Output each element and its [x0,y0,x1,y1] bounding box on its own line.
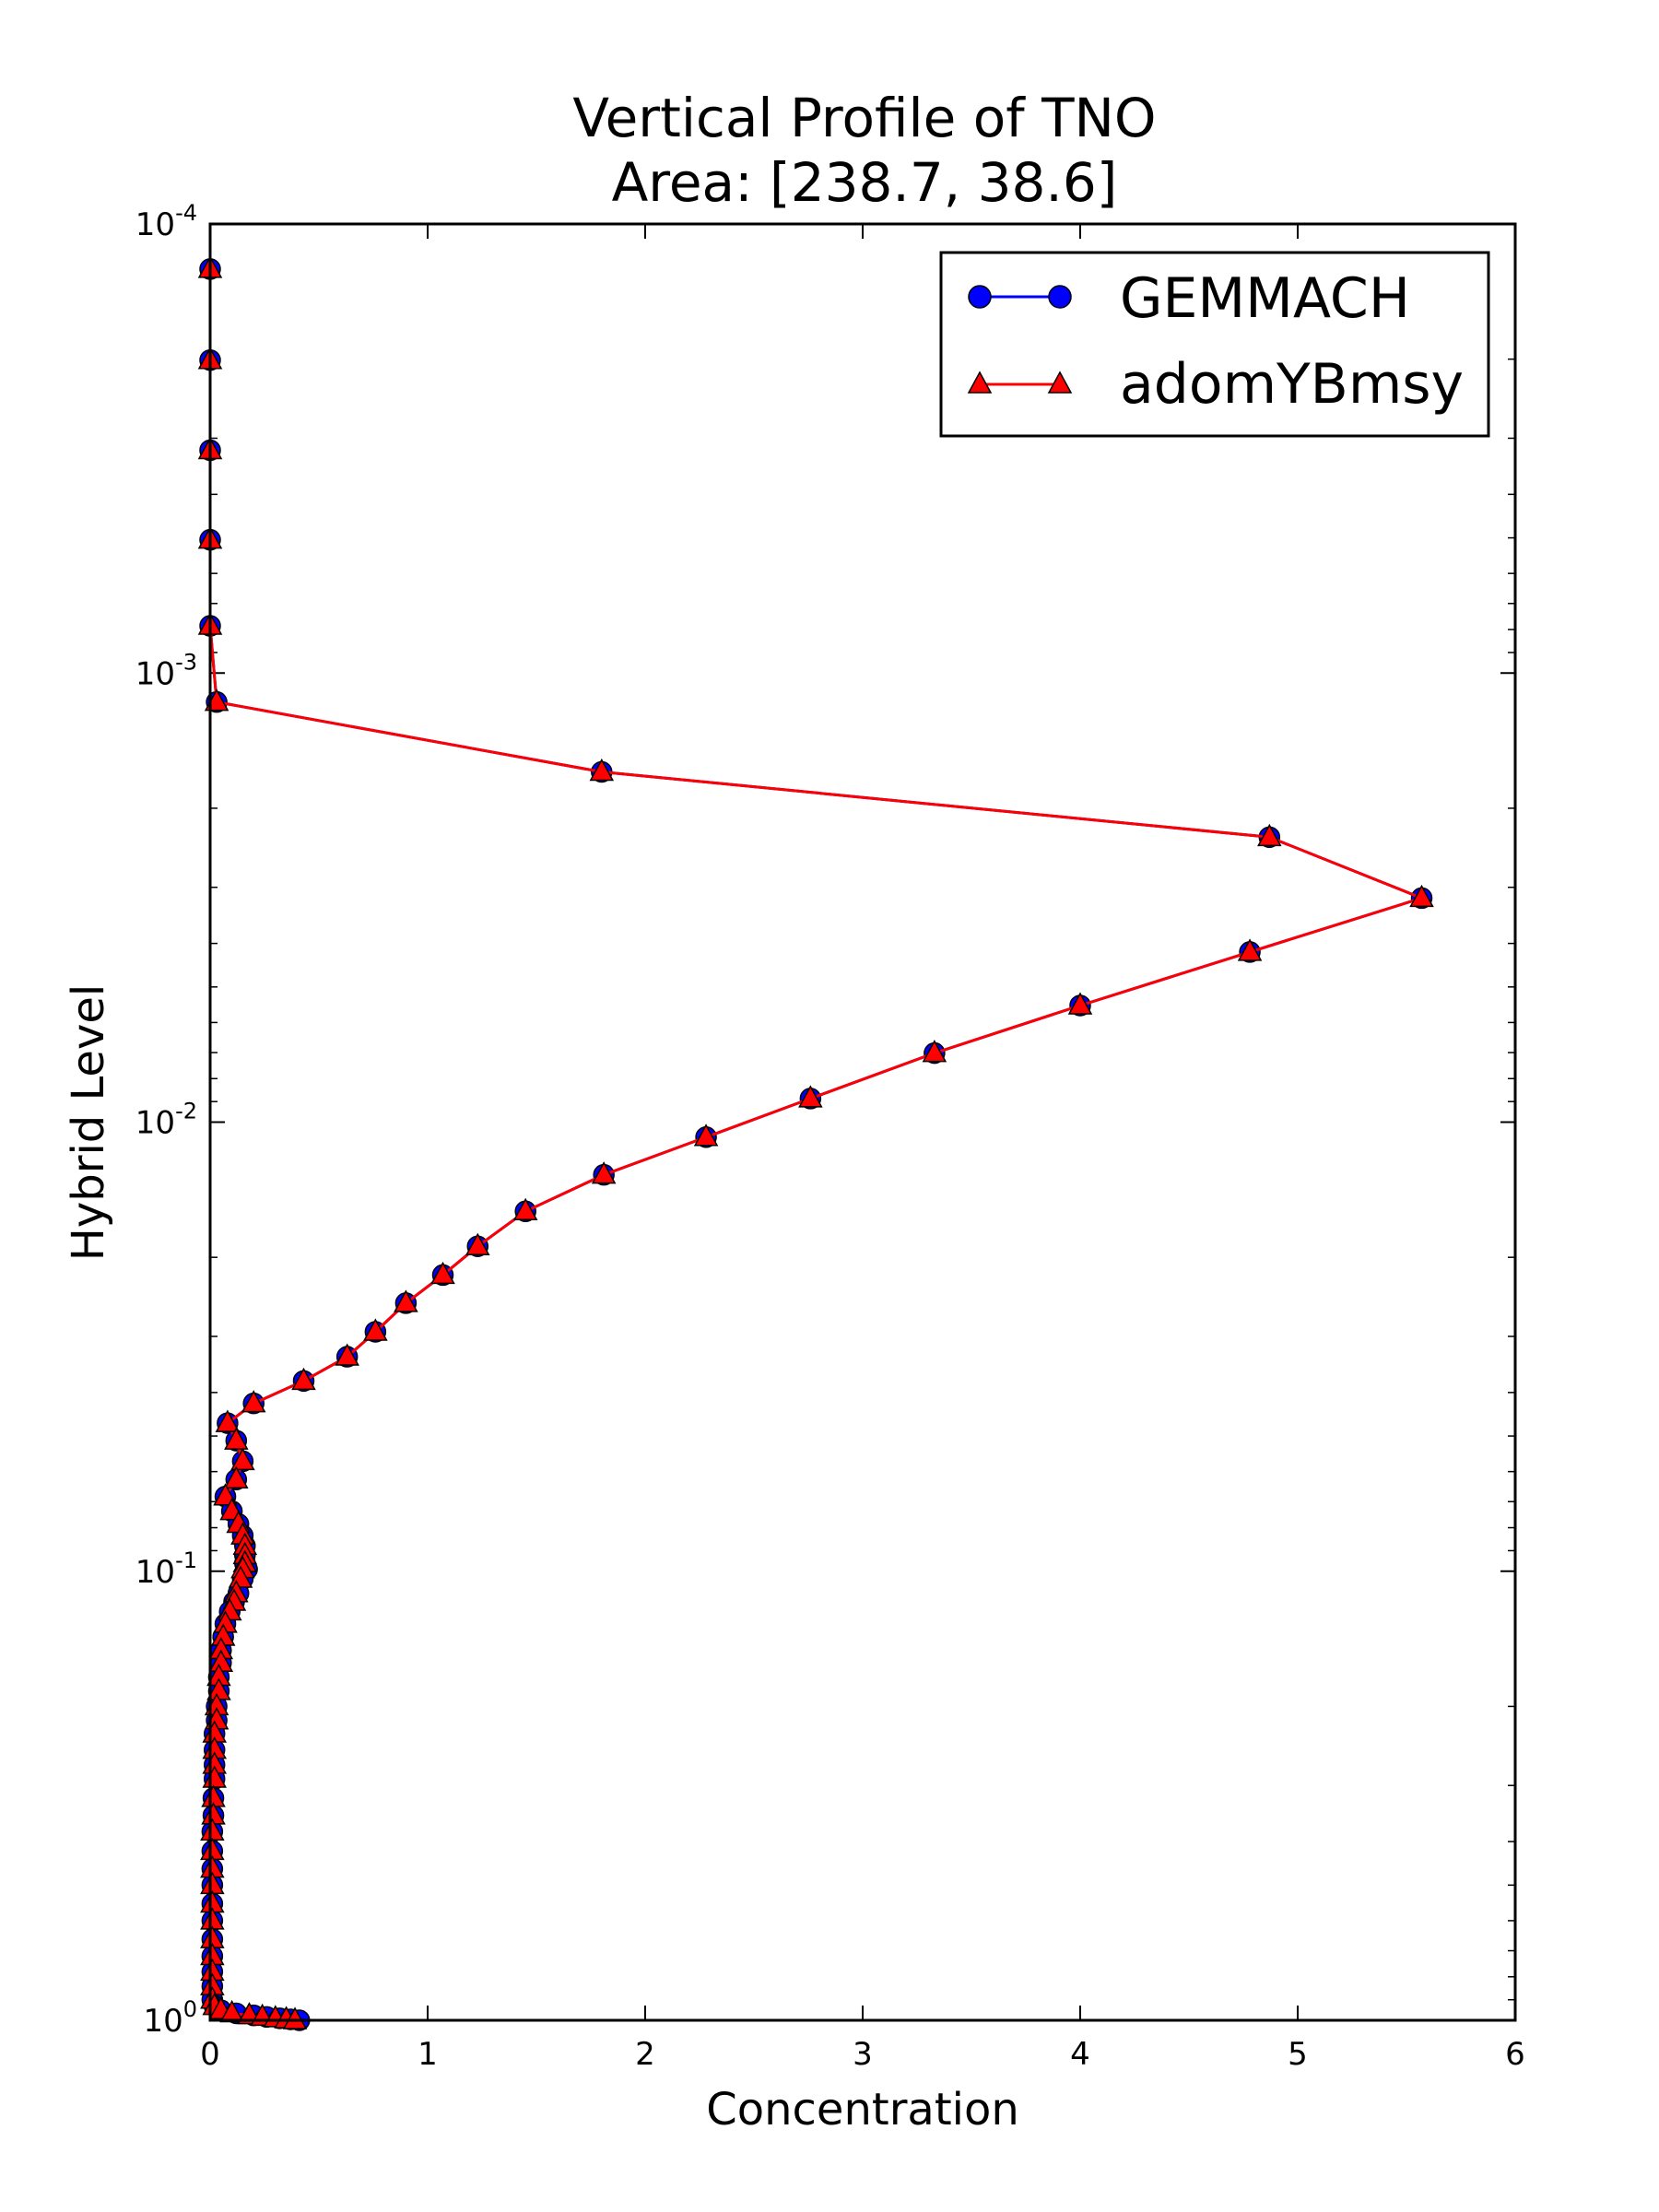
x-axis-label: Concentration [706,2084,1019,2136]
y-tick-label-2: 10-2 [135,1099,197,1142]
x-tick-label-1: 1 [418,2036,438,2073]
legend-marker-gemmach-left [968,285,992,309]
data-point-adomybmsy-11 [922,1040,947,1063]
legend-box [939,251,1490,438]
data-point-adomybmsy-12 [798,1085,823,1108]
data-point-adomybmsy-18 [394,1289,418,1312]
chart-title: Vertical Profile of TNO [572,87,1156,149]
x-tick-label-5: 5 [1288,2036,1308,2073]
data-point-adomybmsy-16 [465,1232,490,1255]
x-tick-label-6: 6 [1505,2036,1525,2073]
legend-marker-adomybmsy-right [1047,371,1073,394]
data-point-adomybmsy-9 [1237,938,1263,961]
x-tick-label-4: 4 [1070,2036,1090,2073]
x-tick-labels: 0 1 2 3 4 5 6 [200,2036,1525,2073]
data-point-adomybmsy-23 [215,1409,241,1432]
data-point-adomybmsy-25 [230,1447,255,1471]
chart-subtitle: Area: [238.7, 38.6] [612,151,1118,214]
plot-frame [208,222,1517,2022]
data-point-adomybmsy-15 [512,1197,538,1221]
data-point-adomybmsy-71 [282,2006,308,2030]
data-point-adomybmsy-10 [1067,992,1093,1015]
x-tick-label-0: 0 [200,2036,220,2073]
legend-label-adomybmsy: adomYBmsy [1120,352,1464,417]
data-point-adomybmsy-14 [591,1161,617,1184]
data-point-adomybmsy-8 [1409,884,1434,908]
legend-marker-adomybmsy-left [967,371,993,394]
x-tick-label-2: 2 [635,2036,655,2073]
y-tick-label-4: 100 [143,1996,197,2040]
plot-area [210,224,1515,2020]
data-point-adomybmsy-17 [430,1261,455,1285]
data-point-adomybmsy-24 [224,1427,249,1450]
data-point-adomybmsy-26 [224,1465,249,1489]
legend-label-gemmach: GEMMACH [1120,266,1410,331]
y-axis-label: Hybrid Level [63,984,114,1261]
y-tick-label-3: 10-1 [135,1547,197,1591]
data-point-adomybmsy-20 [335,1343,359,1366]
x-tick-label-3: 3 [853,2036,873,2073]
y-tick-label-1: 10-3 [135,649,197,692]
legend-marker-gemmach-right [1048,285,1072,309]
y-tick-labels: 10-4 10-3 10-2 10-1 100 [135,200,197,2040]
legend: GEMMACH adomYBmsy [939,251,1490,438]
data-point-adomybmsy-7 [1257,823,1282,847]
data-point-adomybmsy-21 [291,1367,316,1391]
y-tick-label-0: 10-4 [135,200,197,243]
data-point-adomybmsy-13 [693,1124,719,1147]
data-point-adomybmsy-22 [241,1390,266,1413]
data-point-adomybmsy-19 [363,1318,388,1341]
data-point-adomybmsy-6 [589,758,615,782]
